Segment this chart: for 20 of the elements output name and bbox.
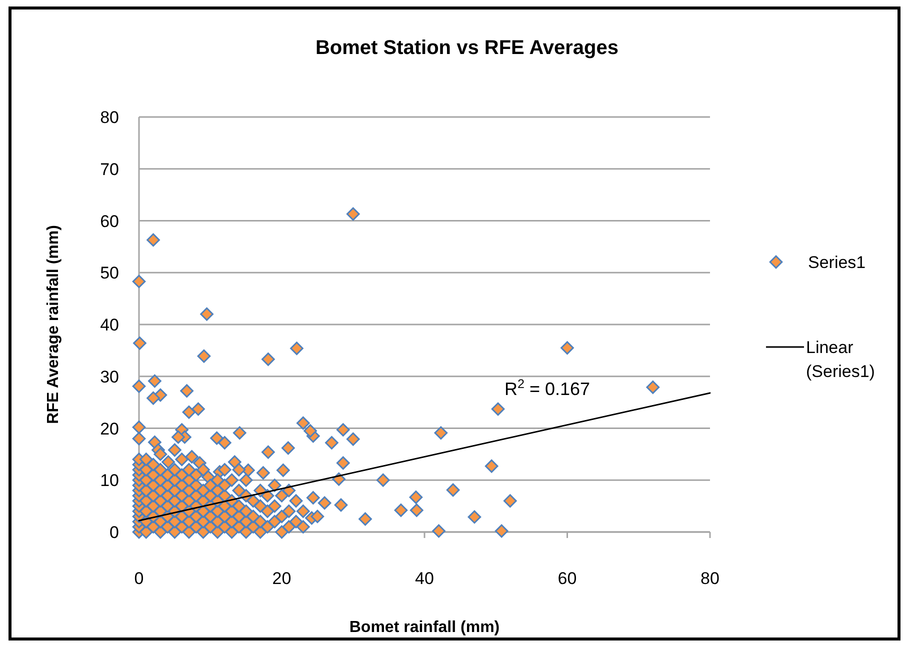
x-tick-label: 80 <box>700 569 720 588</box>
chart-title: Bomet Station vs RFE Averages <box>315 37 619 59</box>
y-tick-label: 20 <box>100 419 119 438</box>
y-tick-label: 60 <box>100 212 119 231</box>
x-tick-label: 0 <box>134 569 144 588</box>
x-axis-title: Bomet rainfall (mm) <box>349 619 500 636</box>
y-tick-label: 0 <box>110 523 119 542</box>
x-tick-label: 60 <box>558 569 577 588</box>
annotation: R$^{2}$ = 0.167 <box>504 377 590 400</box>
legend-label: Linear (Series1) <box>806 338 875 381</box>
y-tick-label: 40 <box>100 316 119 334</box>
y-axis-title: RFE Average rainfall (mm) <box>45 225 62 424</box>
y-tick-label: 70 <box>100 160 119 179</box>
x-tick-label: 40 <box>415 569 434 588</box>
y-tick-label: 10 <box>100 471 119 490</box>
legend-label: Series1 <box>808 253 866 272</box>
y-tick-label: 30 <box>100 367 119 386</box>
y-tick-label: 50 <box>100 264 119 283</box>
x-tick-label: 20 <box>272 569 292 588</box>
y-tick-label: 80 <box>100 108 119 127</box>
